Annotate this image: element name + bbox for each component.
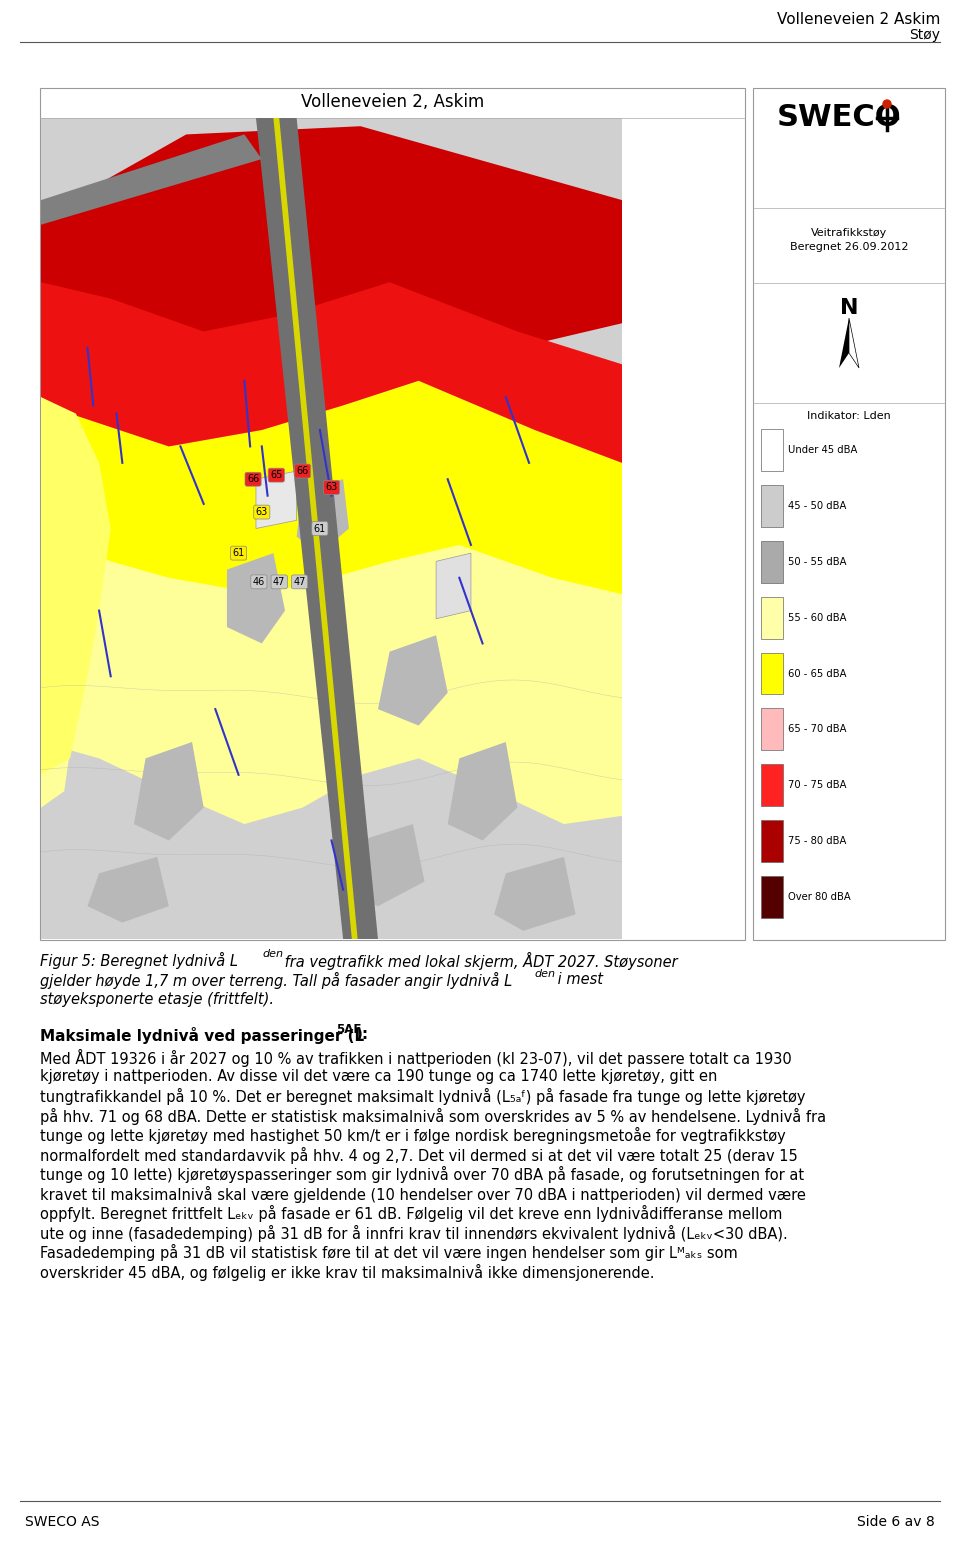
Polygon shape	[447, 742, 517, 840]
Text: overskrider 45 dBA, og følgelig er ikke krav til maksimalnivå ikke dimensjoneren: overskrider 45 dBA, og følgelig er ikke …	[40, 1264, 655, 1281]
Text: Volleneveien 2 Askim: Volleneveien 2 Askim	[777, 12, 940, 26]
Polygon shape	[41, 283, 622, 463]
Bar	[761, 708, 783, 750]
Text: 55 - 60 dBA: 55 - 60 dBA	[788, 612, 847, 623]
Text: 50 - 55 dBA: 50 - 55 dBA	[788, 556, 847, 567]
Text: Støy: Støy	[909, 28, 940, 42]
Polygon shape	[227, 553, 285, 643]
Text: 5AF: 5AF	[336, 1023, 361, 1036]
Polygon shape	[134, 742, 204, 840]
Polygon shape	[41, 380, 622, 710]
Text: Veitrafikkstøy
Beregnet 26.09.2012: Veitrafikkstøy Beregnet 26.09.2012	[790, 228, 908, 252]
Text: SWECO: SWECO	[777, 104, 901, 132]
Bar	[41, 118, 622, 940]
Text: Figur 5: Beregnet lydnivå L: Figur 5: Beregnet lydnivå L	[40, 952, 238, 969]
Text: Maksimale lydnivå ved passeringer (L: Maksimale lydnivå ved passeringer (L	[40, 1027, 364, 1044]
Polygon shape	[839, 318, 849, 368]
Polygon shape	[41, 135, 262, 225]
Text: på hhv. 71 og 68 dBA. Dette er statistisk maksimalnivå som overskrides av 5 % av: på hhv. 71 og 68 dBA. Dette er statistis…	[40, 1107, 827, 1124]
Text: 70 - 75 dBA: 70 - 75 dBA	[788, 780, 847, 790]
Text: kjøretøy i nattperioden. Av disse vil det være ca 190 tunge og ca 1740 lette kjø: kjøretøy i nattperioden. Av disse vil de…	[40, 1068, 717, 1084]
Text: Over 80 dBA: Over 80 dBA	[788, 891, 851, 902]
Bar	[761, 876, 783, 918]
Polygon shape	[256, 471, 297, 528]
Text: tunge og lette kjøretøy med hastighet 50 km/t er i følge nordisk beregningsmetoå: tunge og lette kjøretøy med hastighet 50…	[40, 1127, 785, 1145]
Polygon shape	[41, 126, 622, 365]
Polygon shape	[378, 635, 447, 725]
Text: oppfylt. Beregnet frittfelt Lₑₖᵥ på fasade er 61 dB. Følgelig vil det kreve enn : oppfylt. Beregnet frittfelt Lₑₖᵥ på fasa…	[40, 1205, 782, 1222]
Polygon shape	[87, 857, 169, 922]
Text: i mest: i mest	[553, 972, 603, 988]
Text: Volleneveien 2, Askim: Volleneveien 2, Askim	[300, 93, 484, 110]
Polygon shape	[297, 480, 348, 553]
Text: normalfordelt med standardavvik på hhv. 4 og 2,7. Det vil dermed si at det vil v: normalfordelt med standardavvik på hhv. …	[40, 1146, 798, 1163]
Text: 65: 65	[270, 471, 282, 480]
Text: gjelder høyde 1,7 m over terreng. Tall på fasader angir lydnivå L: gjelder høyde 1,7 m over terreng. Tall p…	[40, 972, 513, 989]
Polygon shape	[436, 553, 471, 618]
Polygon shape	[274, 118, 358, 940]
Text: N: N	[840, 298, 858, 318]
Polygon shape	[41, 480, 87, 808]
Text: 61: 61	[232, 548, 245, 558]
Text: 66: 66	[247, 474, 259, 485]
Polygon shape	[41, 398, 110, 775]
Polygon shape	[41, 528, 622, 825]
Text: Under 45 dBA: Under 45 dBA	[788, 446, 857, 455]
Bar	[753, 89, 945, 940]
Circle shape	[883, 99, 891, 109]
Text: 65 - 70 dBA: 65 - 70 dBA	[788, 724, 847, 735]
Text: Side 6 av 8: Side 6 av 8	[857, 1516, 935, 1530]
Text: 46: 46	[252, 576, 265, 587]
Text: ):: ):	[356, 1027, 370, 1042]
Text: den: den	[534, 969, 555, 978]
Text: 61: 61	[314, 523, 326, 534]
Polygon shape	[494, 857, 575, 930]
Text: 47: 47	[294, 576, 305, 587]
Text: 66: 66	[297, 466, 308, 477]
Text: den: den	[262, 949, 283, 960]
Text: 63: 63	[325, 483, 338, 492]
Text: ute og inne (fasadedemping) på 31 dB for å innfri krav til innendørs ekvivalent : ute og inne (fasadedemping) på 31 dB for…	[40, 1224, 788, 1241]
Text: 47: 47	[273, 576, 285, 587]
Polygon shape	[256, 118, 378, 940]
Text: tungtrafikkandel på 10 %. Det er beregnet maksimalt lydnivå (L₅ₐᶠ) på fasade fra: tungtrafikkandel på 10 %. Det er beregne…	[40, 1089, 805, 1106]
Bar	[761, 596, 783, 638]
Text: 60 - 65 dBA: 60 - 65 dBA	[788, 668, 847, 679]
Text: Fasadedemping på 31 dB vil statistisk føre til at det vil være ingen hendelser s: Fasadedemping på 31 dB vil statistisk fø…	[40, 1244, 737, 1261]
Text: SWECO AS: SWECO AS	[25, 1516, 100, 1530]
Text: kravet til maksimalnivå skal være gjeldende (10 hendelser over 70 dBA i nattperi: kravet til maksimalnivå skal være gjelde…	[40, 1185, 805, 1202]
Text: fra vegtrafikk med lokal skjerm, ÅDT 2027. Støysoner: fra vegtrafikk med lokal skjerm, ÅDT 202…	[280, 952, 678, 971]
Bar	[40, 89, 745, 940]
Bar	[761, 652, 783, 694]
Polygon shape	[41, 298, 622, 595]
Text: Med ÅDT 19326 i år 2027 og 10 % av trafikken i nattperioden (kl 23-07), vil det : Med ÅDT 19326 i år 2027 og 10 % av trafi…	[40, 1048, 792, 1067]
Text: tunge og 10 lette) kjøretøyspasseringer som gir lydnivå over 70 dBA på fasade, o: tunge og 10 lette) kjøretøyspasseringer …	[40, 1166, 804, 1183]
Text: 63: 63	[255, 508, 268, 517]
Bar	[761, 764, 783, 806]
Bar	[761, 820, 783, 862]
Bar	[761, 429, 783, 471]
Bar	[761, 485, 783, 526]
Text: støyeksponerte etasje (frittfelt).: støyeksponerte etasje (frittfelt).	[40, 992, 274, 1006]
Polygon shape	[849, 318, 859, 368]
Text: 45 - 50 dBA: 45 - 50 dBA	[788, 502, 847, 511]
Text: Indikator: Lden: Indikator: Lden	[807, 412, 891, 421]
Bar	[761, 540, 783, 582]
Text: 75 - 80 dBA: 75 - 80 dBA	[788, 836, 847, 846]
Polygon shape	[343, 825, 424, 905]
